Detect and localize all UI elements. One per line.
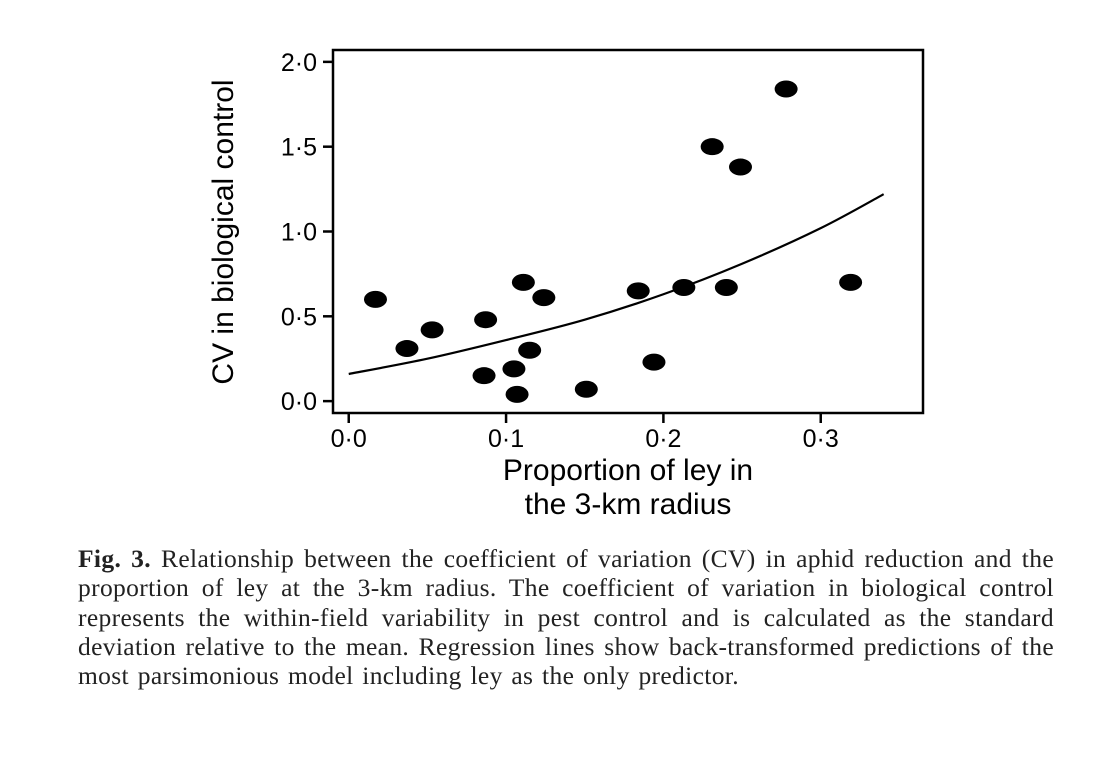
regression-line — [348, 193, 885, 376]
x-tick-label: 0·1 — [488, 425, 524, 453]
y-tick-label: 1·0 — [281, 219, 317, 247]
x-axis-title-line-2: the 3-km radius — [525, 488, 732, 521]
data-point — [626, 282, 650, 300]
y-tick-label: 2·0 — [281, 49, 317, 77]
data-points — [363, 80, 863, 403]
x-axis: 0·0 0·1 0·2 0·3 — [331, 413, 839, 453]
data-point — [420, 321, 444, 339]
data-point — [642, 353, 666, 371]
y-axis-title: CV in biological control — [207, 79, 240, 384]
data-point — [502, 360, 526, 378]
data-point — [474, 311, 498, 329]
data-point — [574, 380, 598, 398]
data-point — [395, 340, 419, 358]
x-tick-label: 0·3 — [803, 425, 839, 453]
y-tick-label: 0·5 — [281, 303, 317, 331]
scatter-plot: 0·0 0·5 1·0 1·5 2·0 0·0 0·1 0·2 0·3 CV in biolo… — [207, 48, 925, 521]
data-point — [363, 290, 387, 308]
plot-frame — [331, 48, 925, 415]
data-point — [505, 385, 529, 403]
data-point — [714, 278, 738, 296]
y-tick-label: 1·5 — [281, 134, 317, 162]
data-point — [774, 80, 798, 98]
data-point — [700, 138, 724, 156]
figure-caption: Fig. 3. Relationship between the coeffic… — [78, 544, 1054, 690]
y-axis: 0·0 0·5 1·0 1·5 2·0 — [281, 49, 333, 416]
x-axis-title-line-1: Proportion of ley in — [503, 454, 753, 487]
data-point — [532, 289, 556, 307]
x-tick-label: 0·2 — [645, 425, 681, 453]
data-point — [518, 341, 542, 359]
data-point — [839, 273, 863, 291]
y-tick-label: 0·0 — [281, 388, 317, 416]
figure-label: Fig. 3. — [78, 544, 152, 573]
x-tick-label: 0·0 — [331, 425, 367, 453]
data-point — [728, 158, 752, 176]
data-point — [472, 367, 496, 385]
caption-text: Relationship between the coefficient of … — [78, 544, 1054, 691]
data-point — [511, 273, 535, 291]
